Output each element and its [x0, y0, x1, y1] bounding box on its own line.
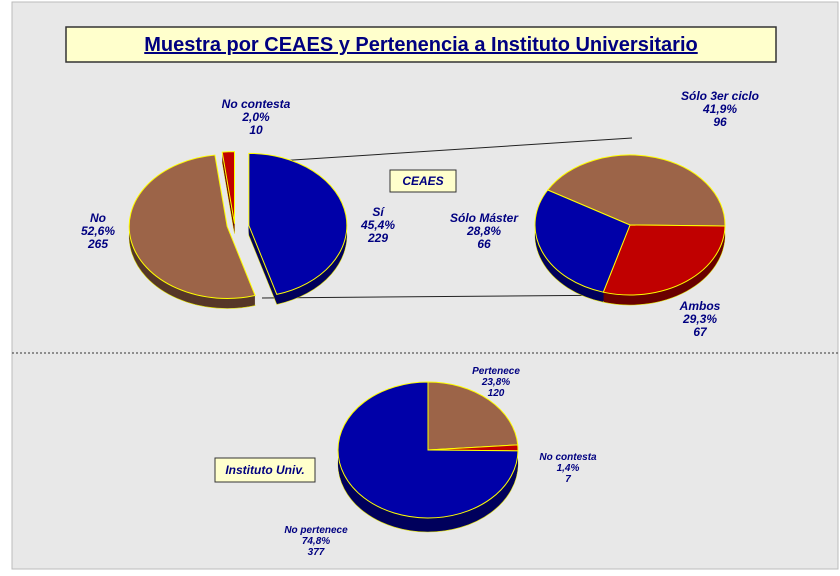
connector [261, 294, 633, 299]
pie-slice [221, 151, 235, 224]
slice-label: 28,8% [466, 224, 501, 238]
slice-label: Sí [372, 205, 385, 219]
chart-title: Muestra por CEAES y Pertenencia a Instit… [144, 34, 697, 56]
slice-label: 229 [367, 231, 388, 245]
chart-label: CEAES [402, 174, 443, 188]
slice-label: Sólo 3er ciclo [681, 89, 759, 103]
connector [261, 137, 633, 163]
slice-label: 377 [308, 547, 325, 558]
slice-label: 7 [565, 474, 571, 485]
label-box [389, 169, 457, 193]
pie-slice [546, 154, 726, 227]
slice-label: 2,0% [241, 110, 270, 124]
slice-label: 96 [713, 115, 727, 129]
slice-label: 29,3% [682, 312, 717, 326]
slice-label: No contesta [222, 97, 291, 111]
pie-slice [248, 152, 348, 295]
slice-label: 74,8% [302, 536, 330, 547]
slice-label: 45,4% [360, 218, 395, 232]
slice-label: 52,6% [81, 224, 115, 238]
slice-label: 23,8% [481, 377, 510, 388]
slice-label: No contesta [539, 452, 597, 463]
slice-label: 41,9% [702, 102, 737, 116]
pie-slice [427, 381, 519, 451]
label-box [214, 457, 316, 483]
slice-label: Pertenece [472, 366, 520, 377]
slice-label: Ambos [679, 299, 721, 313]
pie-slice [128, 154, 256, 299]
slice-label: 265 [87, 237, 108, 251]
slice-label: 120 [488, 388, 505, 399]
pie-slice [534, 189, 631, 293]
slice-label: 1,4% [557, 463, 580, 474]
slice-label: Sólo Máster [450, 211, 519, 225]
slice-label: 67 [693, 325, 708, 339]
title-box [65, 26, 777, 63]
slice-label: No [90, 211, 106, 225]
slice-label: 10 [249, 123, 263, 137]
slice-label: No pertenece [284, 525, 348, 536]
pie-slice [337, 381, 519, 519]
slice-label: 66 [477, 237, 491, 251]
chart-label: Instituto Univ. [225, 463, 304, 477]
pie-slice [602, 224, 726, 296]
